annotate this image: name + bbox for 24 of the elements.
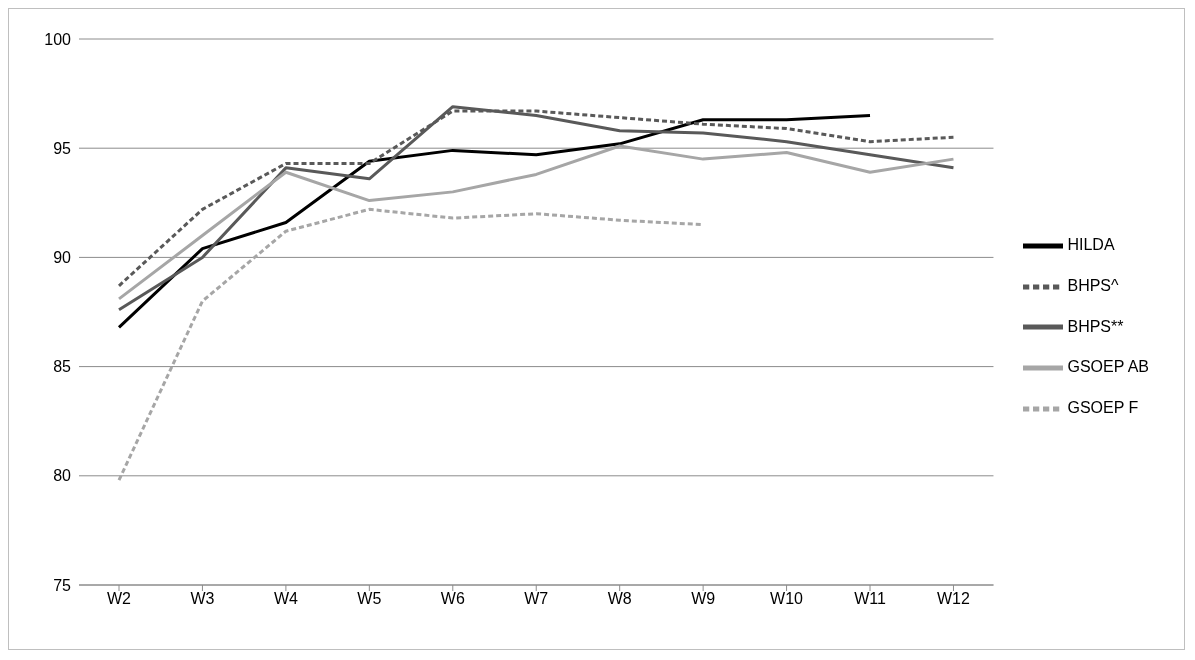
legend-label: BHPS^ [1067, 276, 1119, 294]
y-tick-label: 85 [53, 358, 72, 376]
x-tick-label: W3 [190, 590, 215, 608]
y-tick-label: 80 [53, 467, 72, 485]
line-series [117, 113, 872, 329]
x-tick-label: W9 [691, 590, 716, 608]
y-tick-label: 95 [53, 139, 72, 157]
y-tick-label: 100 [44, 30, 72, 48]
x-tick-label: W4 [273, 590, 298, 608]
x-tick-label: W11 [854, 590, 886, 608]
y-tick-label: 75 [53, 576, 72, 594]
y-tick-label: 90 [53, 249, 72, 267]
x-tick-label: W7 [524, 590, 549, 608]
x-tick-label: W8 [607, 590, 632, 608]
legend-label: BHPS** [1067, 317, 1124, 335]
legend-label: HILDA [1067, 236, 1115, 254]
x-tick-label: W10 [770, 590, 804, 608]
line-series [117, 144, 955, 301]
legend-label: GSOEP F [1067, 399, 1139, 417]
x-tick-label: W5 [357, 590, 382, 608]
x-tick-label: W12 [937, 590, 971, 608]
x-tick-label: W2 [107, 590, 132, 608]
x-tick-label: W6 [440, 590, 465, 608]
legend-label: GSOEP AB [1067, 358, 1149, 376]
